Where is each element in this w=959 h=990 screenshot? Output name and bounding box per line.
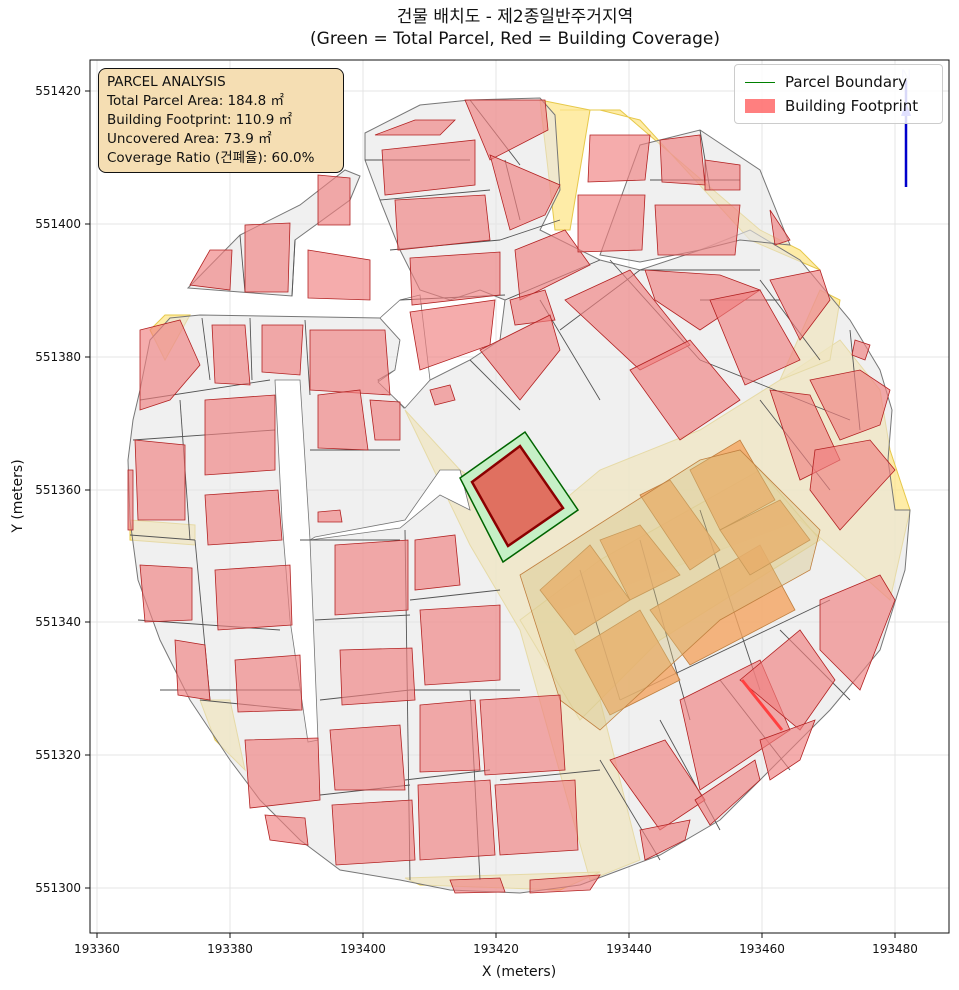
chart-title: 건물 배치도 - 제2종일반주거지역 (Green = Total Parcel…: [0, 6, 959, 50]
x-tick-label: 193480: [872, 942, 918, 956]
x-axis-label: X (meters): [482, 964, 556, 980]
x-tick-label: 193400: [340, 942, 386, 956]
legend-item-building: Building Footprint: [745, 96, 918, 116]
x-tick-label: 193380: [207, 942, 253, 956]
building-footprints: [127, 99, 896, 894]
title-line-1: 건물 배치도 - 제2종일반주거지역: [396, 7, 634, 27]
legend-patch-swatch: [745, 99, 775, 113]
x-tick-marks: [96, 933, 896, 938]
title-line-2: (Green = Total Parcel, Red = Building Co…: [310, 29, 720, 49]
analysis-footprint: Building Footprint: 110.9 ㎡: [107, 112, 293, 128]
y-tick-label: 551300: [35, 881, 81, 895]
analysis-ratio: Coverage Ratio (건폐율): 60.0%: [107, 150, 315, 166]
y-tick-label: 551400: [35, 217, 81, 231]
x-tick-labels: 193360 193380 193400 193420 193440 19346…: [74, 942, 918, 956]
orange-blocks: [519, 439, 821, 731]
axes-frame: [89, 59, 950, 934]
map-area: N: [90, 60, 949, 933]
x-tick-label: 193360: [74, 942, 120, 956]
legend: Parcel Boundary Building Footprint: [734, 64, 943, 124]
y-tick-label: 551380: [35, 350, 81, 364]
legend-label-parcel: Parcel Boundary: [785, 73, 908, 91]
y-tick-marks: [85, 90, 90, 889]
x-tick-label: 193420: [473, 942, 519, 956]
legend-item-parcel: Parcel Boundary: [745, 72, 907, 92]
x-tick-label: 193440: [606, 942, 652, 956]
y-tick-label: 551360: [35, 483, 81, 497]
y-axis-label: Y (meters): [10, 459, 26, 533]
y-tick-label: 551320: [35, 748, 81, 762]
y-tick-label: 551340: [35, 615, 81, 629]
y-tick-labels: 551300 551320 551340 551360 551380 55140…: [35, 84, 81, 895]
analysis-uncovered: Uncovered Area: 73.9 ㎡: [107, 131, 272, 147]
analysis-heading: PARCEL ANALYSIS: [107, 74, 226, 90]
building-footprint: [470, 444, 565, 548]
legend-label-building: Building Footprint: [785, 97, 919, 115]
highlight-line: [740, 679, 784, 731]
legend-line-swatch: [745, 81, 775, 83]
y-tick-label: 551420: [35, 84, 81, 98]
analysis-total: Total Parcel Area: 184.8 ㎡: [107, 93, 284, 109]
x-tick-label: 193460: [739, 942, 785, 956]
parcel-analysis-box: PARCEL ANALYSIS Total Parcel Area: 184.8…: [98, 68, 344, 173]
